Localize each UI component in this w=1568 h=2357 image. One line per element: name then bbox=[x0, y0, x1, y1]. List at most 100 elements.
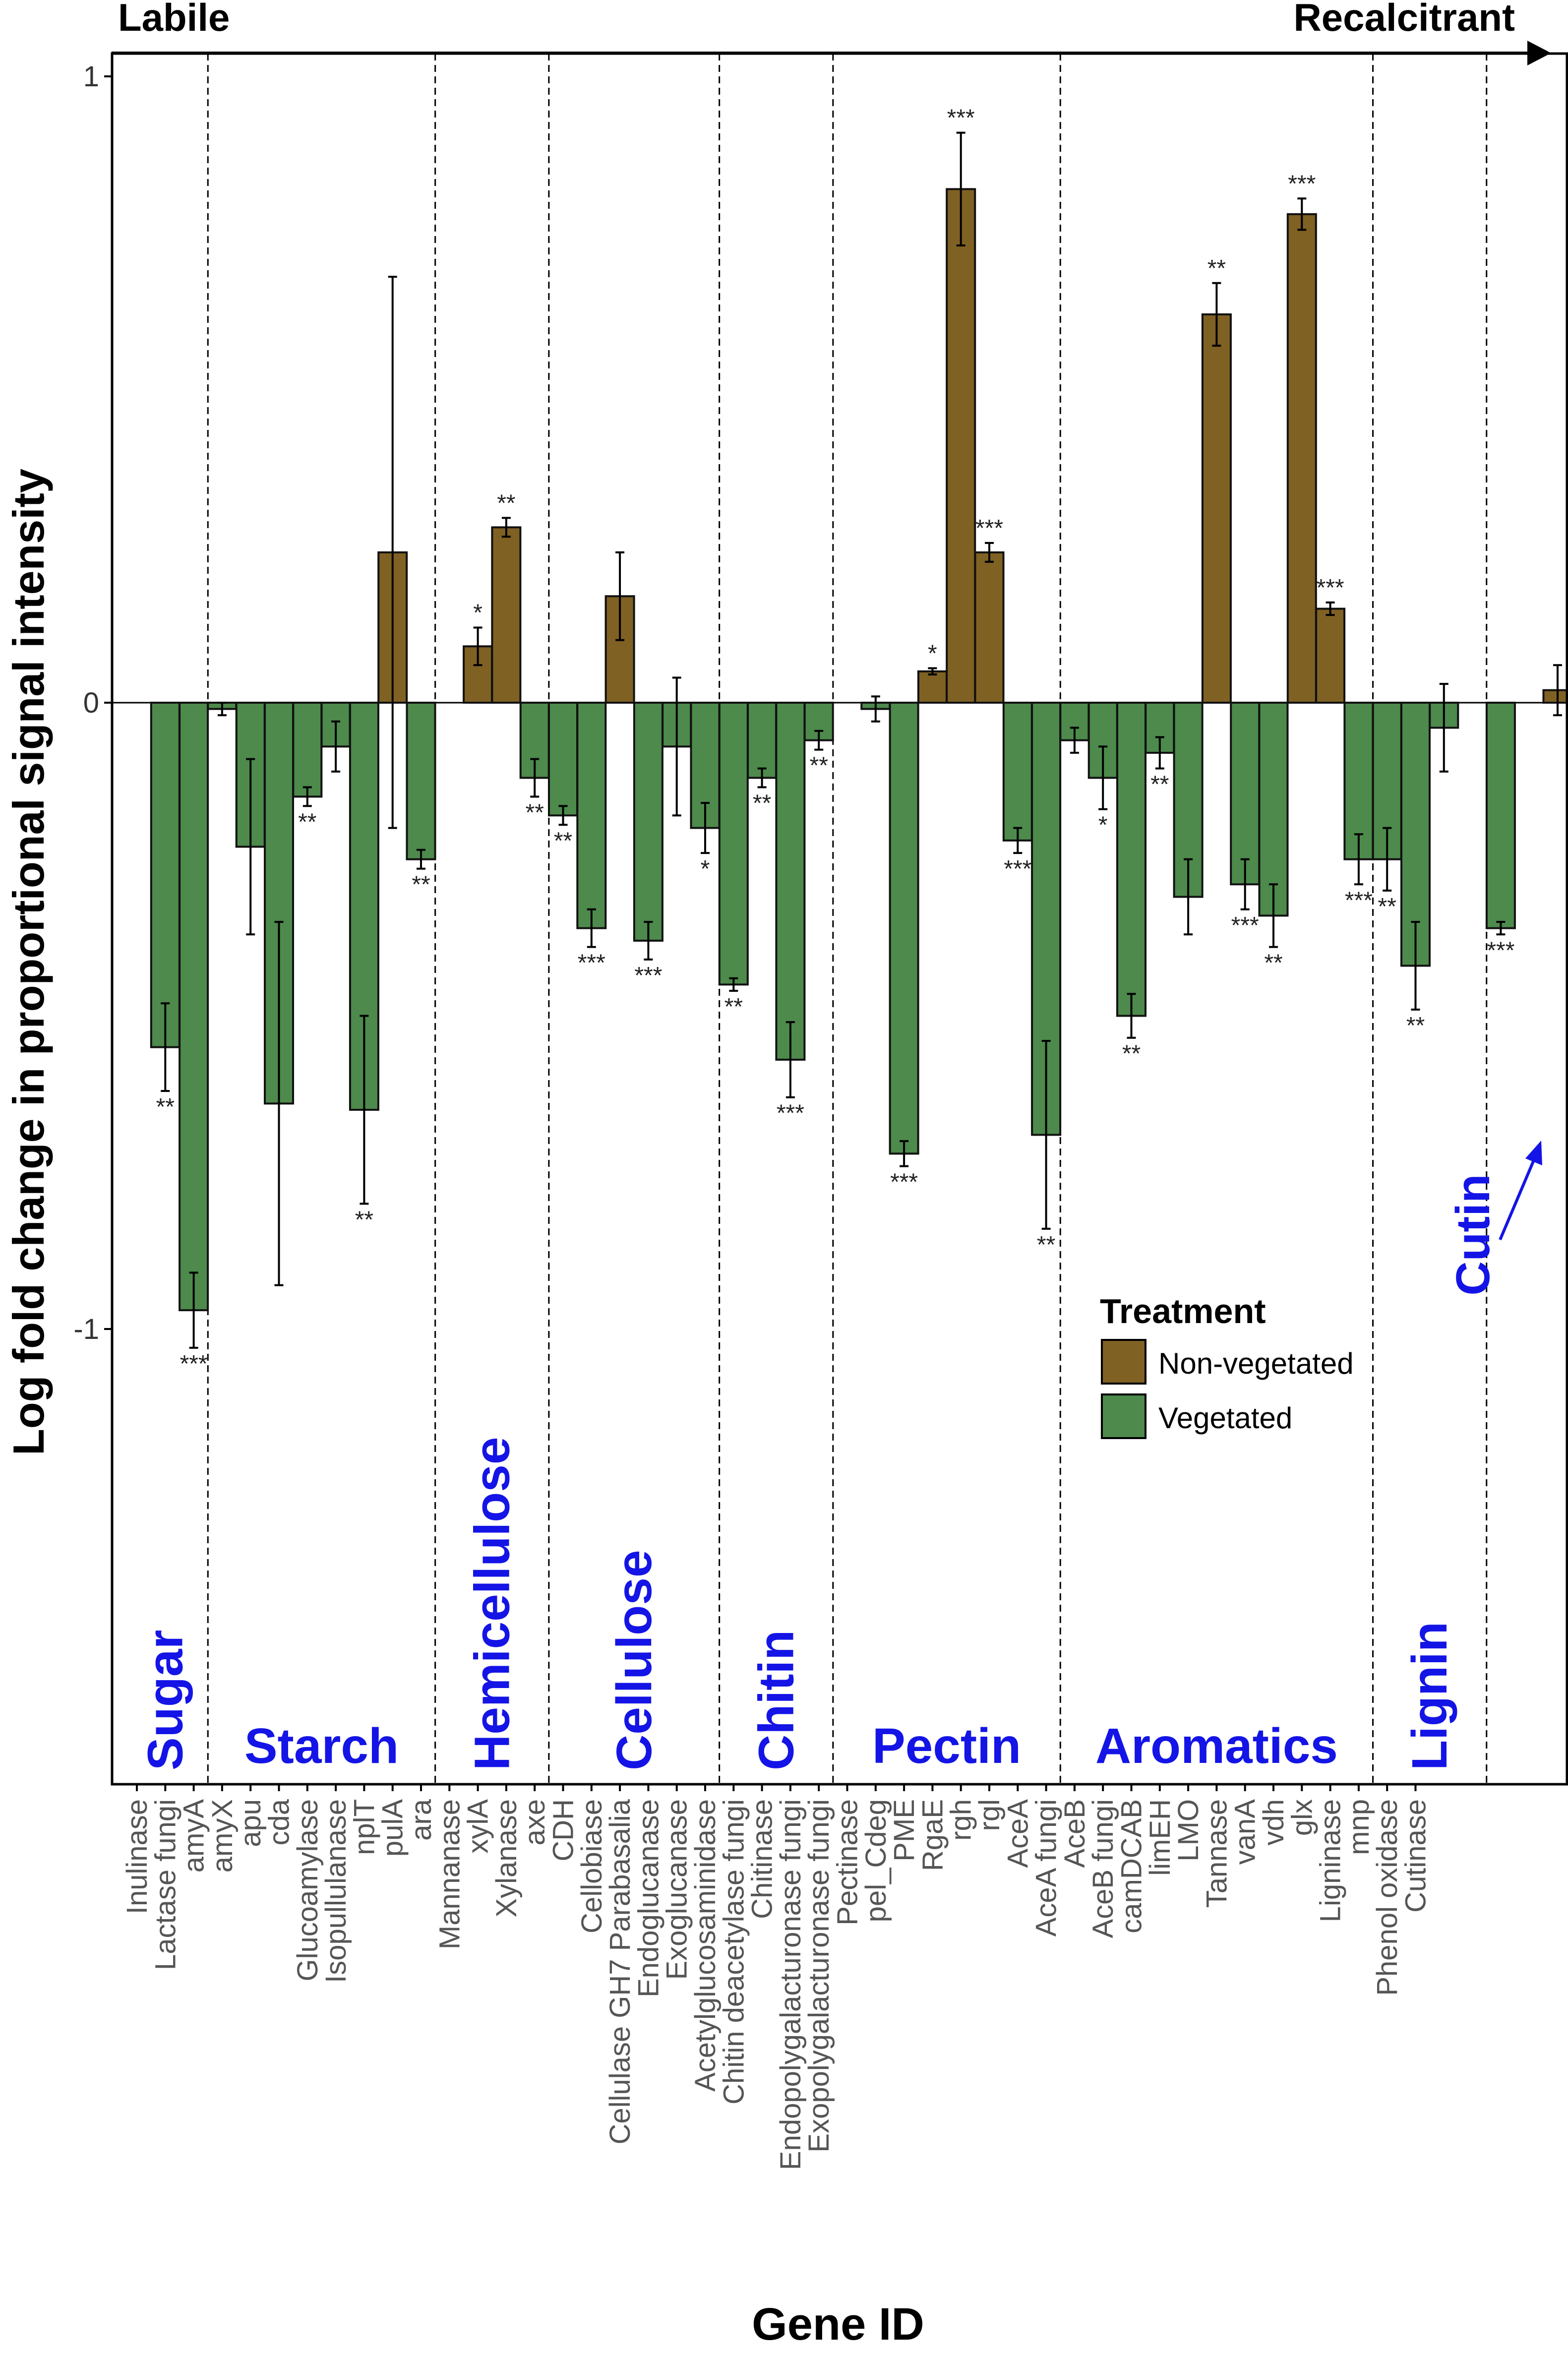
arrow-label-left: Labile bbox=[118, 0, 230, 39]
group-label-sugar: Sugar bbox=[137, 1630, 193, 1770]
bar-non-vegetated bbox=[491, 526, 522, 704]
x-tick-label: Lactase fungi bbox=[149, 1799, 181, 1970]
x-tick-label: ara bbox=[405, 1799, 437, 1841]
x-tick-label: amyX bbox=[206, 1799, 239, 1873]
plot-area: -101************************************… bbox=[73, 54, 1568, 2170]
significance-label: * bbox=[928, 641, 937, 667]
x-tick-label: AceA fungi bbox=[1030, 1799, 1063, 1936]
x-tick-label: apu bbox=[235, 1799, 267, 1847]
x-tick-label: Cutinase bbox=[1400, 1799, 1432, 1913]
legend: Treatment Non-vegetated Vegetated bbox=[1100, 1292, 1354, 1439]
group-label-aromatics: Aromatics bbox=[1095, 1718, 1338, 1774]
significance-label: ** bbox=[412, 872, 430, 898]
x-tick-label: glx bbox=[1286, 1799, 1318, 1836]
bar-non-vegetated bbox=[917, 670, 948, 704]
legend-label-vegetated: Vegetated bbox=[1158, 1401, 1292, 1435]
bar-non-vegetated bbox=[1542, 689, 1568, 704]
significance-label: ** bbox=[298, 809, 316, 835]
group-label-chitin: Chitin bbox=[748, 1630, 804, 1770]
x-tick-label: Chitin deacetylase fungi bbox=[718, 1799, 750, 2105]
significance-label: *** bbox=[975, 515, 1003, 542]
significance-label: *** bbox=[180, 1351, 208, 1377]
bar-vegetated bbox=[1343, 702, 1374, 860]
y-tick-label: 0 bbox=[83, 687, 99, 719]
x-tick-label: RgaE bbox=[916, 1799, 949, 1871]
significance-label: ** bbox=[753, 790, 771, 817]
group-label-cutin: Cutin bbox=[1447, 1174, 1500, 1295]
bar-vegetated bbox=[576, 702, 607, 929]
group-label-cellulose: Cellulose bbox=[606, 1550, 662, 1770]
bar-vegetated bbox=[718, 702, 749, 986]
x-tick-label: AceB fungi bbox=[1087, 1799, 1119, 1938]
significance-label: *** bbox=[1004, 856, 1031, 882]
significance-label: ** bbox=[554, 828, 572, 854]
bar-non-vegetated bbox=[1315, 607, 1346, 704]
significance-label: ** bbox=[1150, 772, 1169, 798]
x-tick-label: limEH bbox=[1144, 1799, 1176, 1876]
bar-vegetated bbox=[633, 702, 663, 942]
significance-label: *** bbox=[777, 1100, 804, 1127]
significance-label: *** bbox=[1487, 937, 1514, 964]
bar-vegetated bbox=[548, 702, 578, 817]
significance-label: *** bbox=[1288, 171, 1316, 197]
significance-label: *** bbox=[890, 1169, 918, 1196]
x-tick-label: Isopullulanase bbox=[320, 1799, 352, 1983]
significance-label: *** bbox=[578, 950, 605, 976]
x-tick-label: LMO bbox=[1172, 1799, 1205, 1862]
x-tick-label: Phenol oxidase bbox=[1371, 1799, 1403, 1996]
x-tick-label: Endopolygalacturonase fungi bbox=[775, 1799, 807, 2170]
legend-swatch-vegetated bbox=[1101, 1393, 1146, 1439]
x-tick-label: Xylanase bbox=[490, 1799, 523, 1918]
significance-label: * bbox=[473, 600, 482, 626]
x-tick-label: AceB bbox=[1059, 1799, 1091, 1868]
x-tick-label: vdh bbox=[1258, 1799, 1290, 1846]
x-tick-label: Mannanase bbox=[433, 1799, 466, 1949]
bar-vegetated bbox=[1002, 702, 1033, 842]
bar-vegetated bbox=[1485, 702, 1516, 929]
cutin-arrow-line bbox=[1499, 1157, 1536, 1241]
x-tick-label: Acetylglucosaminidase bbox=[689, 1799, 722, 2092]
x-tick-label: rgh bbox=[945, 1799, 977, 1841]
bar-non-vegetated bbox=[946, 188, 976, 704]
significance-label: ** bbox=[724, 994, 743, 1020]
bar-non-vegetated bbox=[1286, 213, 1317, 704]
bar-vegetated bbox=[1230, 702, 1261, 886]
legend-label-non-vegetated: Non-vegetated bbox=[1158, 1347, 1354, 1380]
x-tick-label: Exopolygalacturonase fungi bbox=[803, 1799, 835, 2153]
bar-vegetated bbox=[1258, 702, 1289, 917]
significance-label: ** bbox=[1378, 894, 1396, 920]
x-tick-label: camDCAB bbox=[1116, 1799, 1148, 1934]
x-tick-label: Cellulase GH7 Parabasalia bbox=[604, 1799, 636, 2144]
significance-label: * bbox=[1098, 812, 1108, 839]
legend-title: Treatment bbox=[1100, 1292, 1266, 1330]
significance-label: ** bbox=[355, 1207, 373, 1233]
significance-label: *** bbox=[1231, 912, 1259, 939]
bar-vegetated bbox=[889, 702, 919, 1155]
x-tick-label: Exoglucanase bbox=[661, 1799, 693, 1980]
x-tick-label: vanA bbox=[1229, 1799, 1262, 1865]
x-tick-label: amyA bbox=[178, 1799, 210, 1873]
significance-label: ** bbox=[497, 490, 515, 516]
significance-label: ** bbox=[1264, 950, 1282, 976]
y-axis-title: Log fold change in proportional signal i… bbox=[4, 469, 53, 1455]
group-label-pectin: Pectin bbox=[872, 1718, 1021, 1774]
significance-label: * bbox=[701, 856, 710, 882]
x-tick-label: Inulinase bbox=[121, 1799, 153, 1914]
x-axis-title: Gene ID bbox=[752, 2299, 924, 2350]
significance-label: ** bbox=[1207, 255, 1226, 282]
legend-swatch-non-vegetated bbox=[1101, 1339, 1146, 1385]
bar-vegetated bbox=[1116, 702, 1146, 1017]
x-tick-label: pel_Cdeg bbox=[860, 1799, 892, 1922]
significance-label: ** bbox=[1037, 1232, 1055, 1258]
y-tick-label: 1 bbox=[83, 60, 99, 93]
group-label-hemicellulose: Hemicellulose bbox=[464, 1437, 520, 1770]
group-label-lignin: Lignin bbox=[1402, 1622, 1457, 1770]
x-tick-label: Tannase bbox=[1201, 1799, 1233, 1908]
plot-frame bbox=[111, 52, 1568, 1786]
bar-vegetated bbox=[179, 702, 209, 1312]
significance-label: ** bbox=[156, 1094, 175, 1120]
x-tick-label: nplT bbox=[348, 1799, 380, 1855]
significance-label: ** bbox=[1122, 1041, 1141, 1067]
bar-non-vegetated bbox=[463, 645, 493, 704]
